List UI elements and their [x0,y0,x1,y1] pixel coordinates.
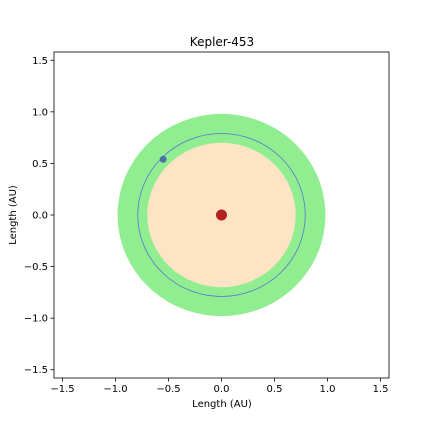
star-marker [216,209,227,221]
y-tick-label: −1.5 [24,365,48,376]
x-tick-label: 0.5 [267,384,283,395]
x-tick-label: 1.5 [373,384,389,395]
y-tick-label: −0.5 [24,262,48,273]
y-axis-label: Length (AU) [8,185,19,245]
plot-area [117,113,326,317]
y-tick-label: 0.0 [32,211,48,222]
y-tick-label: 1.5 [32,56,48,67]
planet-orbit [137,133,306,297]
chart-title: Kepler-453 [190,35,254,49]
x-axis-ticks: −1.5 −1.0 −0.5 0.0 0.5 1.0 1.5 [50,378,388,395]
x-tick-label: 1.0 [320,384,336,395]
planet-marker [159,155,167,163]
y-tick-label: 1.0 [32,107,48,118]
x-tick-label: −0.5 [156,384,180,395]
x-axis-label: Length (AU) [192,399,252,410]
y-tick-label: −1.0 [24,314,48,325]
y-tick-label: 0.5 [32,159,48,170]
x-tick-label: 0.0 [214,384,230,395]
y-axis-ticks: −1.5 −1.0 −0.5 0.0 0.5 1.0 1.5 [24,56,54,376]
x-tick-label: −1.5 [50,384,74,395]
x-tick-label: −1.0 [103,384,127,395]
